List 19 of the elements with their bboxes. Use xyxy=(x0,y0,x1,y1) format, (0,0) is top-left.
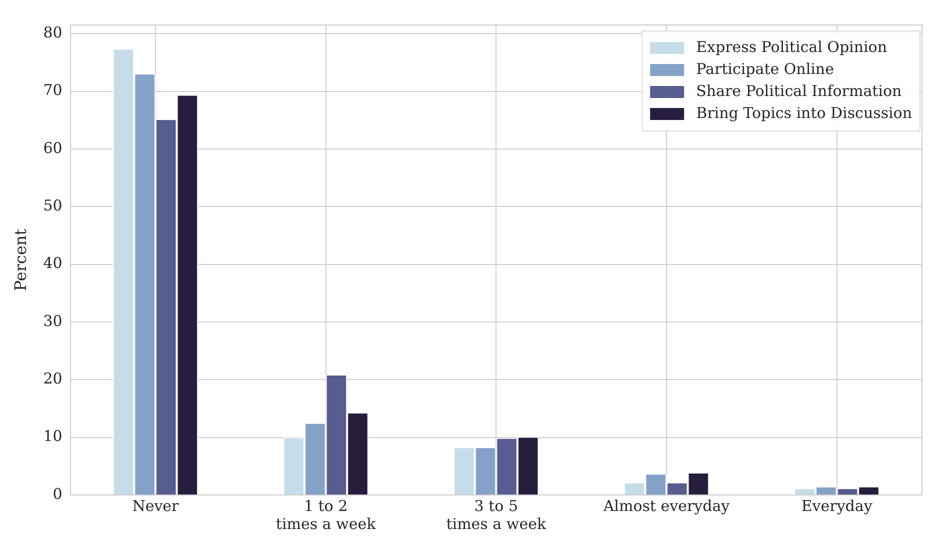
y-tick-label: 20 xyxy=(43,370,62,388)
x-tick-label: Never xyxy=(132,496,180,515)
y-axis-title: Percent xyxy=(10,228,30,292)
legend-label: Express Political Opinion xyxy=(696,38,888,56)
y-tick-label: 50 xyxy=(43,196,62,215)
x-tick-label: Everyday xyxy=(801,496,873,515)
y-tick-label: 10 xyxy=(43,427,62,446)
x-tick-label: 3 to 5 times a week xyxy=(446,496,547,533)
x-tick-label: 1 to 2 times a week xyxy=(276,496,377,533)
y-tick-label: 40 xyxy=(43,254,62,272)
legend-label: Participate Online xyxy=(696,60,834,78)
legend-label: Bring Topics into Discussion xyxy=(696,104,912,122)
y-tick-label: 60 xyxy=(43,138,62,157)
y-tick-label: 70 xyxy=(43,81,62,100)
legend-label: Share Political Information xyxy=(696,82,902,100)
y-tick-label: 30 xyxy=(43,312,62,330)
x-tick-label: Almost everyday xyxy=(602,496,730,515)
y-tick-label: 0 xyxy=(52,484,62,503)
y-tick-label: 80 xyxy=(43,24,62,42)
